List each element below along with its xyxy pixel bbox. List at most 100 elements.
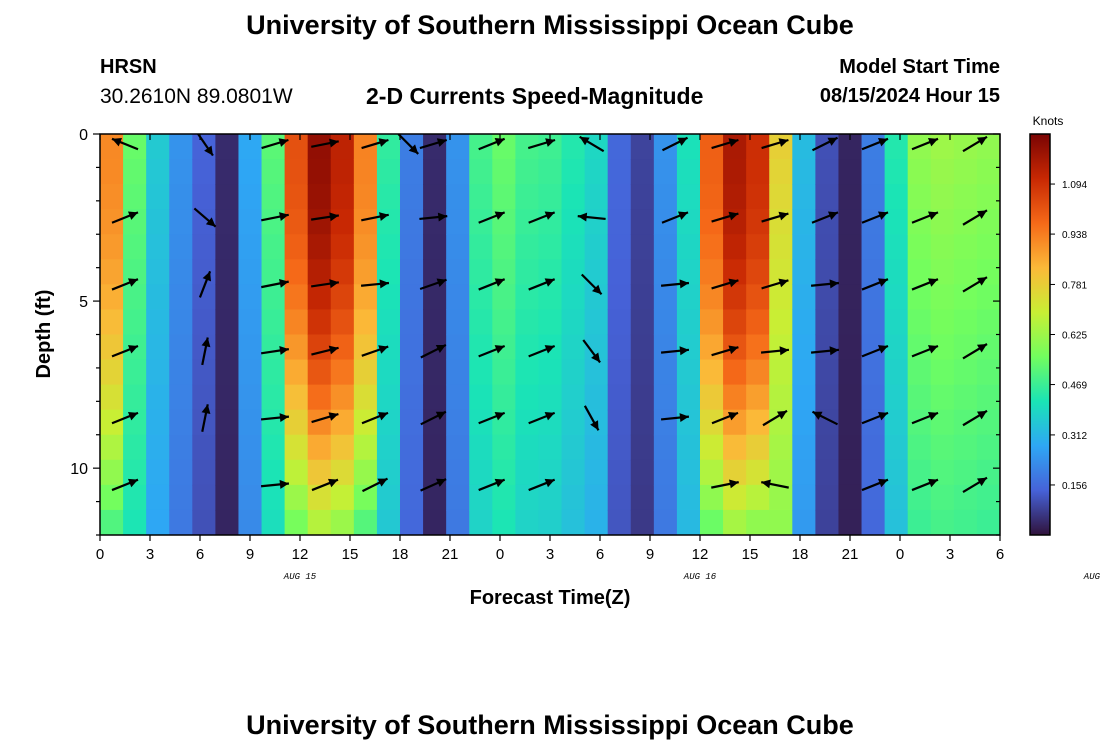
heat-cell xyxy=(953,309,978,336)
heat-cell xyxy=(792,184,816,210)
heat-cell xyxy=(769,434,793,461)
x-tick-label: 21 xyxy=(842,546,859,563)
heat-cell xyxy=(584,434,609,461)
heat-cell xyxy=(515,309,540,336)
heat-cell xyxy=(930,434,955,461)
heat-cell xyxy=(515,334,540,361)
current-arrow xyxy=(579,135,605,153)
heat-cell xyxy=(838,159,863,185)
heat-cell xyxy=(976,309,1000,336)
heat-cell xyxy=(400,434,424,461)
heat-cell xyxy=(653,309,678,336)
x-tick-label: 9 xyxy=(246,546,254,563)
heat-cell xyxy=(400,284,424,311)
current-arrow xyxy=(711,211,739,223)
current-arrow xyxy=(478,411,506,425)
heat-cell xyxy=(953,459,978,486)
heat-cell xyxy=(515,509,540,535)
heat-cell xyxy=(700,159,724,185)
current-arrow xyxy=(861,478,889,492)
heat-cell xyxy=(815,434,840,461)
heat-cell xyxy=(353,509,378,535)
heat-cell xyxy=(584,184,609,210)
heat-cell xyxy=(746,484,770,511)
heat-cell xyxy=(261,234,286,260)
heat-cell xyxy=(215,184,240,210)
heat-cell xyxy=(238,209,263,235)
heat-cell xyxy=(192,184,216,210)
heat-cell xyxy=(100,134,124,160)
current-arrow xyxy=(911,278,939,291)
heat-cell xyxy=(930,284,955,311)
current-arrow xyxy=(311,478,339,492)
heat-cell xyxy=(100,284,124,311)
heat-cell xyxy=(446,259,470,285)
heat-cell xyxy=(953,184,978,210)
heat-cell xyxy=(884,284,909,311)
heat-cell xyxy=(653,234,678,260)
heat-cell xyxy=(746,334,770,361)
heat-cell xyxy=(653,509,678,535)
heat-cell xyxy=(400,384,424,411)
heat-cell xyxy=(261,334,286,361)
heat-cell xyxy=(284,359,309,386)
heat-cell xyxy=(492,484,516,511)
heat-cell xyxy=(261,359,286,386)
current-arrow xyxy=(420,343,447,359)
colorbar-tick-label: 0.625 xyxy=(1062,331,1087,342)
current-arrow xyxy=(193,207,217,228)
current-arrow xyxy=(361,212,389,222)
heat-cell xyxy=(400,209,424,235)
heat-cell xyxy=(423,509,447,535)
heat-cell xyxy=(100,334,124,361)
current-arrow xyxy=(861,211,889,224)
heat-cell xyxy=(746,409,770,436)
heat-cell xyxy=(146,409,170,436)
heat-cell xyxy=(307,409,332,436)
x-tick-label: 12 xyxy=(292,546,309,563)
heat-cell xyxy=(930,359,955,386)
heat-cell xyxy=(769,209,793,235)
heat-cell xyxy=(953,509,978,535)
heat-cell xyxy=(261,434,286,461)
heat-cell xyxy=(907,234,932,260)
heat-cell xyxy=(815,359,840,386)
heat-cell xyxy=(953,384,978,411)
current-arrow xyxy=(261,278,289,289)
heat-cell xyxy=(284,409,309,436)
footer-title: University of Southern Mississippi Ocean… xyxy=(246,710,854,740)
heat-cell xyxy=(353,309,378,336)
heat-cell xyxy=(838,284,863,311)
heat-cell xyxy=(376,159,401,185)
heat-cell xyxy=(815,384,840,411)
y-tick-label: 10 xyxy=(70,461,88,478)
current-arrow xyxy=(811,211,839,224)
heat-cell xyxy=(400,359,424,386)
heat-cell xyxy=(446,509,470,535)
heat-cell xyxy=(469,284,493,311)
heat-cell xyxy=(330,309,355,336)
heat-cell xyxy=(700,234,724,260)
heat-cell xyxy=(469,259,493,285)
heat-cell xyxy=(215,434,240,461)
heat-cell xyxy=(423,259,447,285)
heat-cell xyxy=(446,409,470,436)
heat-cell xyxy=(584,309,609,336)
heat-cell xyxy=(792,384,816,411)
heat-cell xyxy=(515,184,540,210)
heat-cell xyxy=(630,409,655,436)
heat-cell xyxy=(815,259,840,285)
heat-cell xyxy=(169,359,193,386)
heat-cell xyxy=(353,334,378,361)
current-arrow xyxy=(261,212,289,222)
heat-cell xyxy=(653,484,678,511)
x-tick-label: 12 xyxy=(692,546,709,563)
heat-cell xyxy=(238,134,263,160)
heat-cell xyxy=(584,484,609,511)
current-arrow xyxy=(528,411,556,425)
heat-cell xyxy=(238,259,263,285)
current-arrow xyxy=(962,409,988,427)
heat-cell xyxy=(861,309,886,336)
heat-cell xyxy=(192,484,216,511)
heat-cell xyxy=(100,309,124,336)
